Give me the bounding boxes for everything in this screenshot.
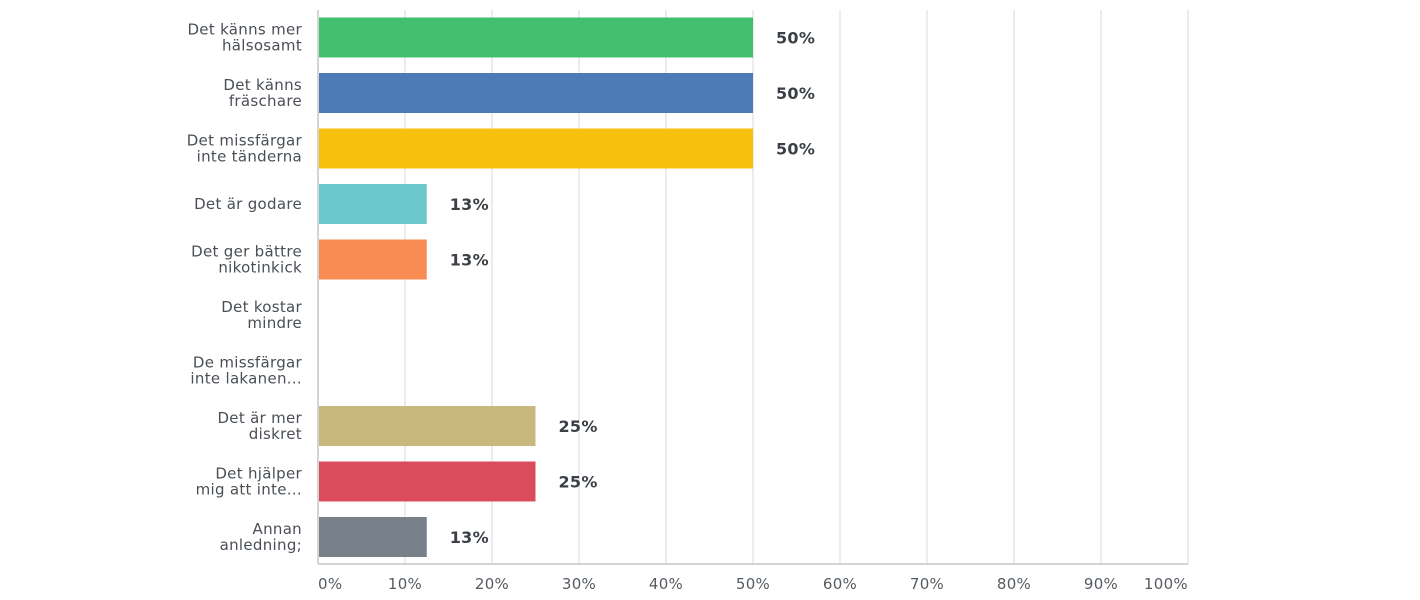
value-label: 13% [450, 195, 489, 214]
bar [318, 73, 753, 113]
value-label: 50% [776, 29, 815, 48]
category-labels: Det känns mer hälsosamt Det känns fräschare… [187, 21, 303, 555]
value-label: 13% [450, 251, 489, 270]
x-tick-label: 70% [910, 575, 944, 593]
bar [318, 239, 427, 280]
x-tick-labels: 0% 10% 20% 30% 40% 50% 60% 70% 80% 90% 100% [318, 575, 1188, 593]
category-label: Det kostar mindre [221, 298, 302, 332]
x-tick-label: 0% [318, 575, 342, 593]
bar [318, 17, 753, 58]
category-label: Annan anledning; [220, 520, 302, 554]
x-tick-label: 90% [1084, 575, 1118, 593]
bars [318, 17, 753, 557]
value-label: 13% [450, 528, 489, 547]
bar [318, 128, 753, 169]
category-label: Det hjälper mig att inte... [196, 465, 303, 499]
value-labels: 50% 50% 50% 13% 13% 25% 25% 13% [450, 29, 815, 548]
x-tick-label: 80% [997, 575, 1031, 593]
x-tick-label: 50% [736, 575, 770, 593]
x-tick-label: 20% [475, 575, 509, 593]
value-label: 25% [559, 417, 598, 436]
value-label: 50% [776, 84, 815, 103]
x-tick-label: 40% [649, 575, 683, 593]
category-label: Det känns fräschare [223, 76, 302, 110]
x-tick-label: 100% [1144, 575, 1188, 593]
bar [318, 406, 536, 446]
bar [318, 461, 536, 502]
axes [317, 10, 1188, 565]
category-label: Det missfärgar inte tänderna [187, 132, 303, 166]
x-tick-label: 30% [562, 575, 596, 593]
value-label: 50% [776, 140, 815, 159]
x-tick-label: 60% [823, 575, 857, 593]
category-label: De missfärgar inte lakanen... [190, 354, 302, 388]
category-label: Det är godare [194, 195, 302, 213]
x-tick-label: 10% [388, 575, 422, 593]
bar [318, 184, 427, 224]
category-label: Det är mer diskret [217, 409, 302, 443]
bar [318, 517, 427, 557]
category-label: Det känns mer hälsosamt [187, 21, 302, 55]
category-label: Det ger bättre nikotinkick [191, 243, 302, 277]
value-label: 25% [559, 473, 598, 492]
